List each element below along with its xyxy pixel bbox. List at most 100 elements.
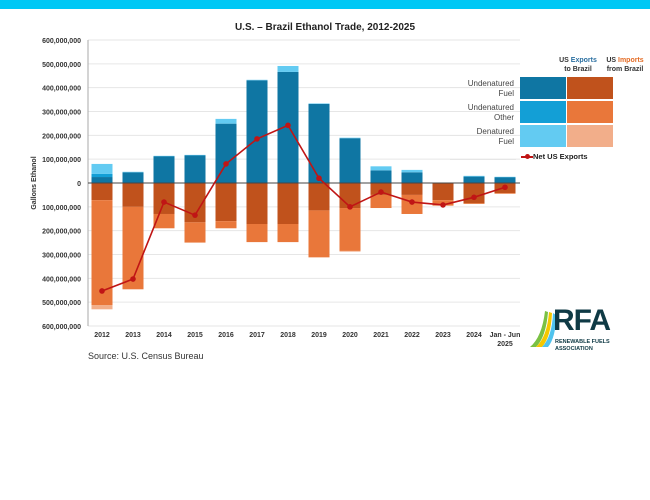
legend-swatch-imports-undenatured-fuel [567, 77, 613, 99]
y-tick-label: 400,000,000 [42, 86, 81, 93]
bar-segment [246, 80, 268, 183]
legend-row-label-undenatured-fuel: Undenatured Fuel [450, 79, 514, 99]
x-tick-label: 2024 [466, 332, 482, 339]
y-tick-label: 200,000,000 [42, 229, 81, 236]
bar-segment [308, 103, 330, 183]
y-tick-label: 300,000,000 [42, 253, 81, 260]
bar-segment [370, 183, 392, 195]
legend-header-exports-prefix: US [559, 57, 571, 64]
net-exports-point [254, 136, 260, 142]
bar-segment [463, 203, 485, 204]
y-tick-label: 400,000,000 [42, 276, 81, 283]
legend-header-exports-suffix: to Brazil [564, 66, 592, 73]
legend-header-imports: US Imports from Brazil [600, 56, 650, 74]
bar-segment [308, 103, 330, 104]
x-tick-label: 2022 [404, 332, 420, 339]
bar-segment [308, 210, 330, 258]
net-exports-point [161, 199, 167, 205]
legend-divider [450, 135, 516, 136]
bar-segment [494, 176, 516, 178]
bar-segment [432, 183, 454, 201]
y-tick-label: 100,000,000 [42, 157, 81, 164]
bar-segment [339, 138, 361, 183]
bar-segment [494, 177, 516, 183]
legend-swatch-exports-undenatured-fuel [520, 77, 566, 99]
bar-segment [122, 183, 144, 207]
bar-segment [153, 213, 175, 229]
bar-segment [246, 183, 268, 224]
y-axis-title: Gallons Ethanol [31, 156, 38, 209]
bar-segment [122, 172, 144, 183]
legend-swatch-imports-undenatured-other [567, 101, 613, 123]
bar-segment [122, 206, 144, 290]
rfa-logo-text: RFA [553, 304, 611, 337]
bar-segment [122, 171, 144, 173]
bar-segment [184, 155, 206, 183]
x-tick-label: 2019 [311, 332, 327, 339]
y-tick-label: 200,000,000 [42, 133, 81, 140]
rfa-logo-subtitle-line1: RENEWABLE FUELS [555, 339, 610, 345]
chart-canvas: 600,000,000 500,000,000 400,000,000 300,000… [31, 38, 521, 348]
legend-swatch-exports-undenatured-other [520, 101, 566, 123]
chart-title: U.S. – Brazil Ethanol Trade, 2012-2025 [234, 22, 416, 33]
bar-segment [215, 221, 237, 229]
bar-segment [153, 156, 175, 183]
bar-segment [91, 305, 113, 310]
bar-segment [339, 137, 361, 139]
x-tick-label: 2017 [249, 332, 265, 339]
net-exports-point [285, 122, 291, 129]
rfa-swoosh-icon [530, 311, 556, 347]
x-tick-label: 2012 [94, 332, 110, 339]
net-exports-point [130, 276, 136, 282]
legend-header-imports-suffix: from Brazil [606, 66, 644, 73]
legend-row-label-line1: Undenatured [467, 103, 514, 112]
legend-net-dot-marker [525, 154, 530, 159]
x-tick-label: 2013 [125, 332, 141, 339]
x-tick-label: 2023 [435, 332, 451, 339]
legend: US Exports to Brazil US Imports from Bra… [450, 50, 650, 170]
y-tick-label: 100,000,000 [42, 205, 81, 212]
legend-net-label: Net US Exports [533, 152, 588, 161]
y-tick-label: 600,000,000 [42, 324, 81, 331]
x-tick-label: 2015 [187, 332, 203, 339]
y-tick-label: 600,000,000 [42, 38, 81, 45]
y-tick-label: 500,000,000 [42, 300, 81, 307]
legend-row-label-line2: Other [493, 113, 514, 122]
source-note: Source: U.S. Census Bureau [88, 351, 204, 361]
legend-row-label-line1: Denatured [476, 127, 514, 136]
bar-segment [308, 183, 330, 211]
x-tick-label: 2018 [280, 332, 296, 339]
bar-segment [277, 65, 299, 72]
bar-segment [153, 155, 175, 157]
net-exports-point [409, 199, 415, 205]
x-tick-label: 2021 [373, 332, 389, 339]
top-banner [0, 0, 650, 9]
legend-header-imports-prefix: US [606, 57, 618, 64]
bar-segment [215, 123, 237, 183]
legend-row-label-line2: Fuel [498, 89, 514, 98]
bar-segment [215, 183, 237, 222]
x-tick-label: Jan - Jun [490, 332, 521, 339]
legend-header-exports: US Exports to Brazil [553, 56, 603, 74]
legend-row-label-line2: Fuel [498, 137, 514, 146]
legend-divider [450, 87, 516, 88]
bar-segment [463, 176, 485, 183]
x-tick-label: 2025 [497, 341, 513, 348]
legend-swatch-exports-denatured-fuel [520, 125, 566, 147]
bar-segment [122, 289, 144, 290]
bar-segment [494, 193, 516, 194]
bar-segment [370, 166, 392, 171]
net-exports-line [101, 124, 506, 292]
net-exports-point [223, 161, 229, 167]
bar-segment [91, 200, 113, 306]
legend-divider [450, 159, 516, 160]
bar-segment [277, 183, 299, 224]
bar-segment [463, 175, 485, 177]
bar-segment [184, 154, 206, 156]
legend-divider [450, 111, 516, 112]
y-tick-label: 300,000,000 [42, 110, 81, 117]
net-exports-point [316, 175, 322, 182]
bar-segment [153, 183, 175, 214]
x-tick-label: 2014 [156, 332, 172, 339]
net-exports-point [502, 184, 508, 191]
